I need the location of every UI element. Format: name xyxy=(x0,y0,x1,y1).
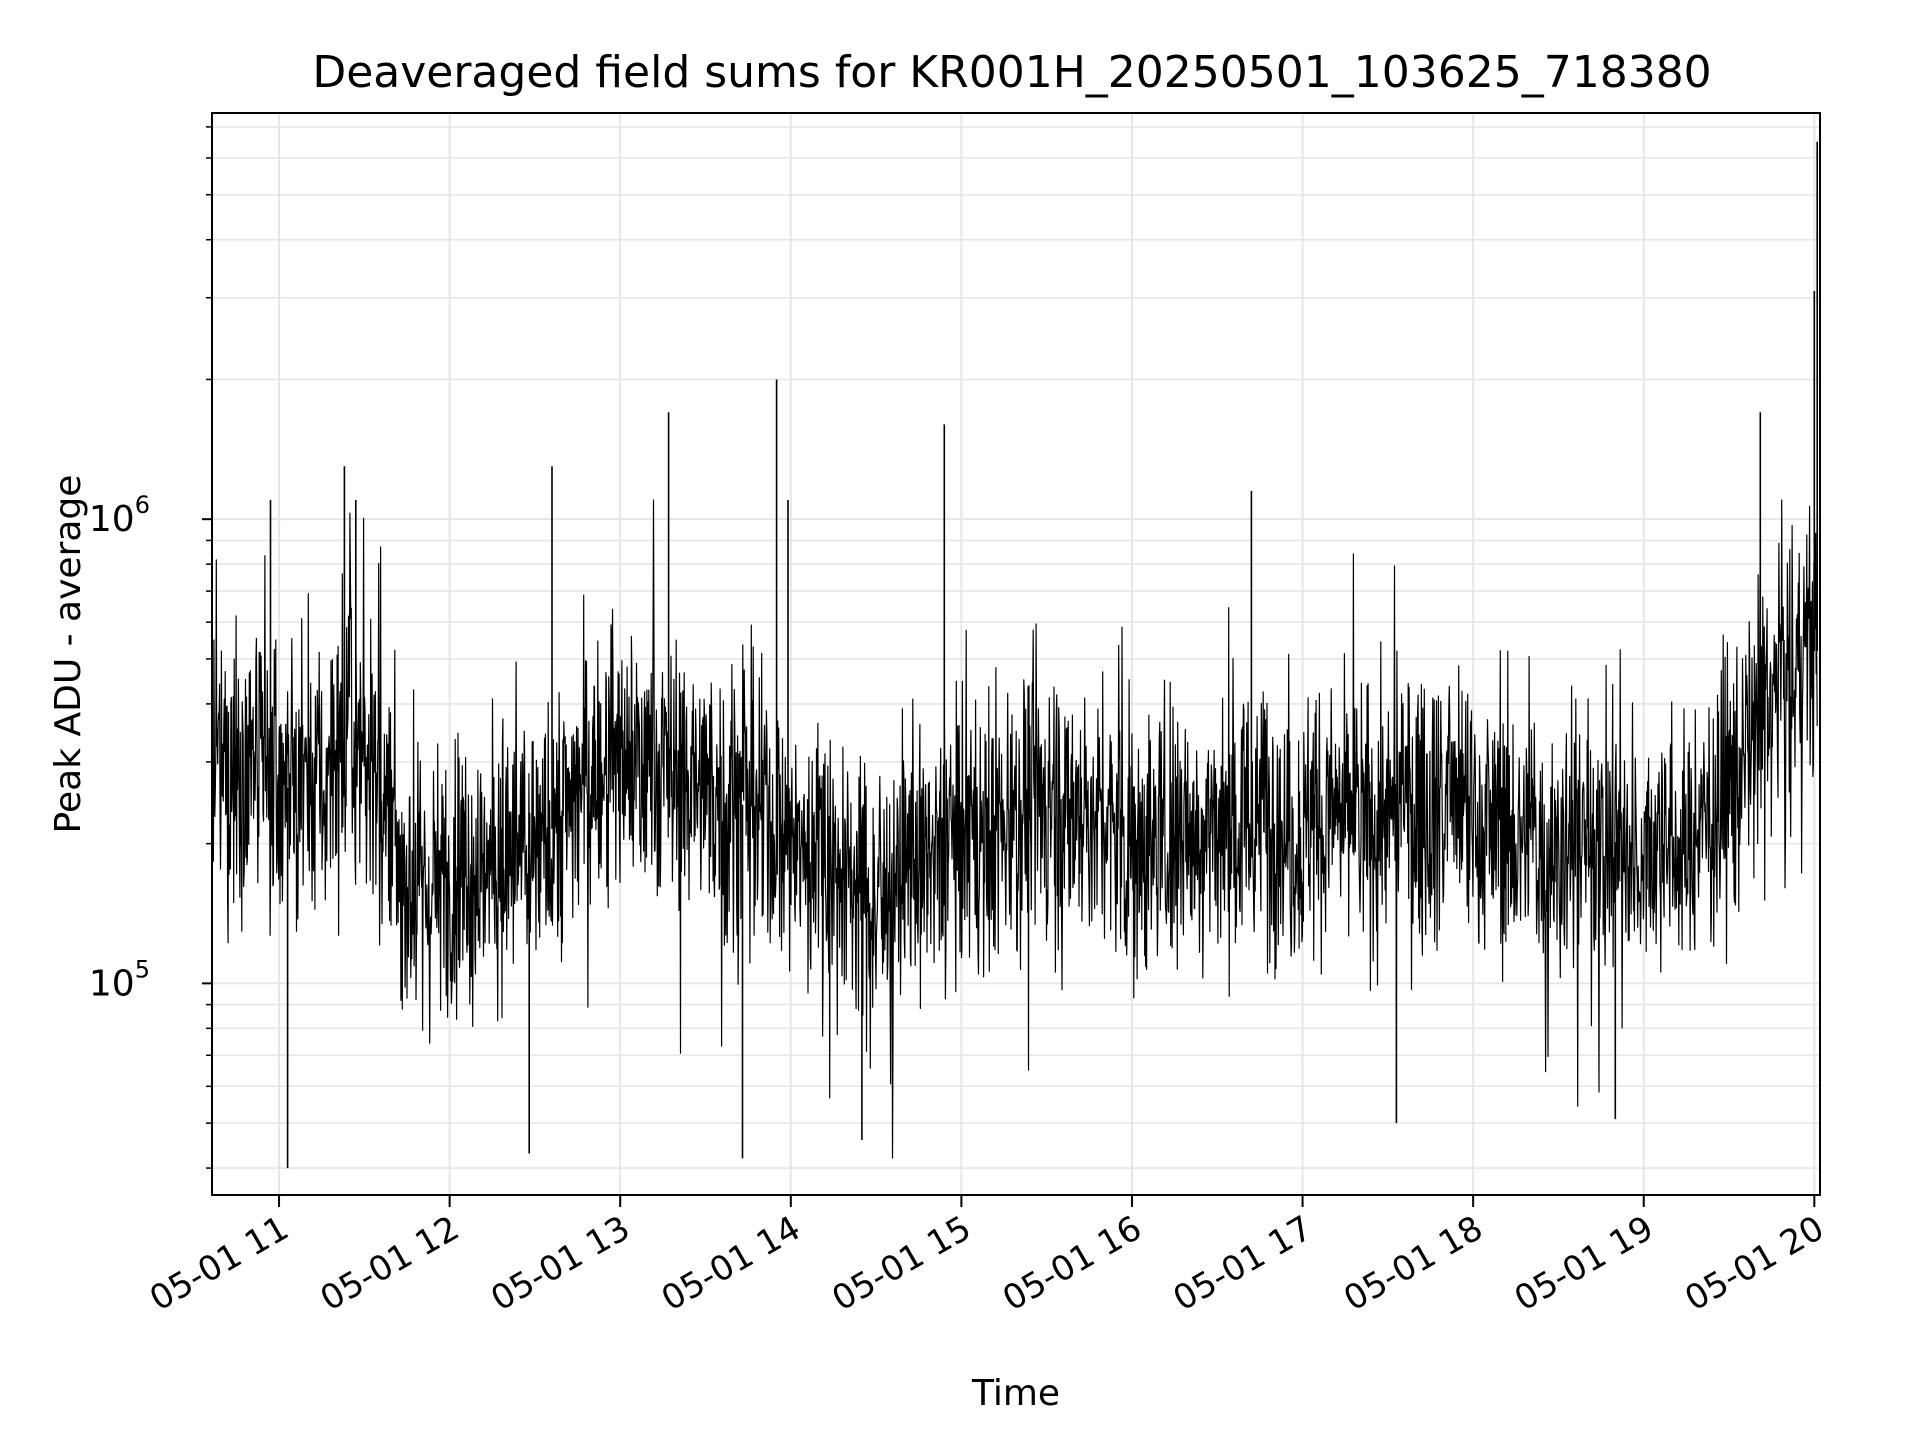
y-tick-label: 105 xyxy=(89,955,150,1004)
chart-title: Deaveraged field sums for KR001H_2025050… xyxy=(312,47,1711,98)
y-tick-exponent: 5 xyxy=(135,955,150,983)
grid xyxy=(212,113,1820,1195)
x-axis-label: Time xyxy=(971,1373,1060,1414)
y-tick-exponent: 6 xyxy=(135,491,150,519)
plot-area xyxy=(211,141,1818,1169)
y-tick-base: 10 xyxy=(89,963,135,1004)
y-axis-label: Peak ADU - average xyxy=(48,475,89,834)
series-line xyxy=(211,499,1818,1159)
peak-spikes xyxy=(269,141,1818,1169)
axes-frame xyxy=(211,112,1821,1196)
y-tick-base: 10 xyxy=(89,499,135,540)
y-tick-label: 106 xyxy=(89,491,150,540)
